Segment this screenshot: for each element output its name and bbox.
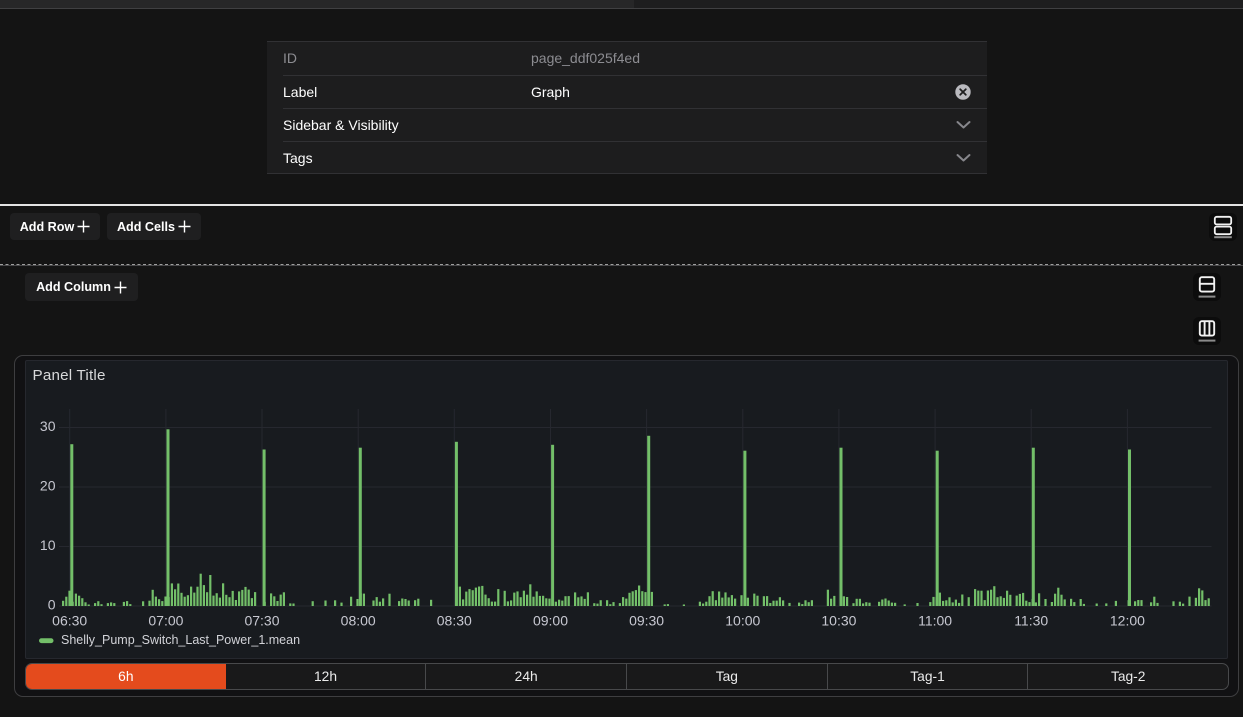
svg-text:11:00: 11:00 (918, 612, 952, 628)
svg-text:0: 0 (48, 596, 56, 612)
svg-text:09:00: 09:00 (533, 612, 568, 628)
svg-text:10: 10 (40, 537, 56, 553)
svg-text:07:30: 07:30 (244, 612, 279, 628)
svg-text:12:00: 12:00 (1110, 612, 1145, 628)
svg-text:30: 30 (40, 418, 56, 434)
svg-text:10:30: 10:30 (821, 612, 856, 628)
svg-text:Shelly_Pump_Switch_Last_Power_: Shelly_Pump_Switch_Last_Power_1.mean (61, 633, 300, 647)
svg-text:11:30: 11:30 (1014, 612, 1048, 628)
svg-text:09:30: 09:30 (629, 612, 664, 628)
svg-text:10:00: 10:00 (725, 612, 760, 628)
svg-text:08:30: 08:30 (437, 612, 472, 628)
svg-text:06:30: 06:30 (52, 612, 87, 628)
svg-text:07:00: 07:00 (148, 612, 183, 628)
svg-text:20: 20 (40, 477, 56, 493)
svg-text:08:00: 08:00 (341, 612, 376, 628)
